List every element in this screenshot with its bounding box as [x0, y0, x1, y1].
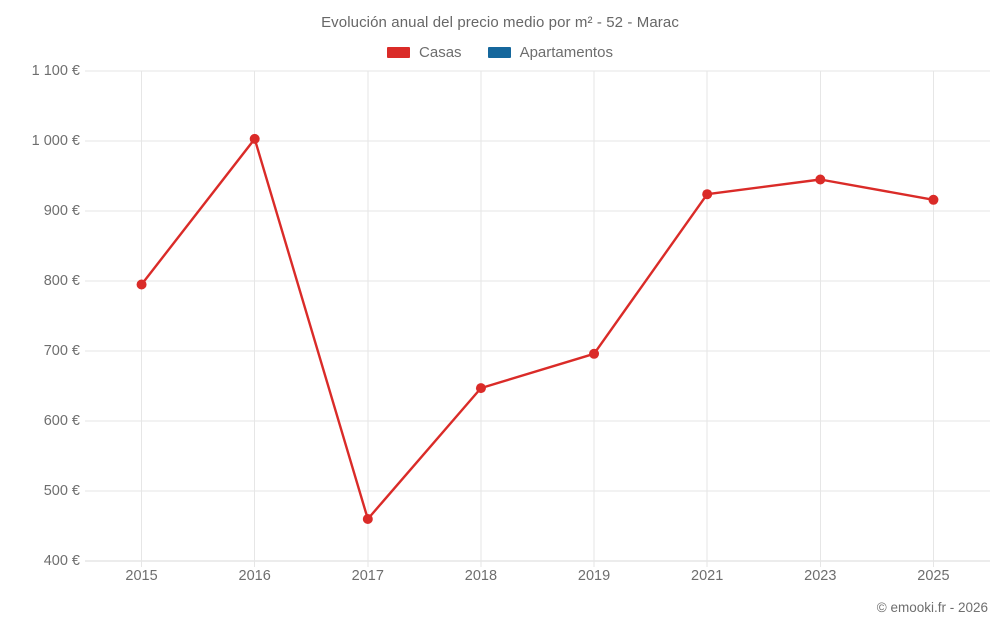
- data-point[interactable]: 2021: 924: [702, 189, 713, 200]
- x-tick-label: 2023: [804, 568, 837, 584]
- plot-area: 2015: 795 2016: 1003 2017: 460 2018: 647 201…: [85, 70, 990, 567]
- y-tick-label: 400 €: [43, 553, 80, 569]
- x-tick-label: 2021: [691, 568, 724, 584]
- data-point[interactable]: 2015: 795: [136, 279, 147, 290]
- x-tick-label: 2016: [238, 568, 271, 584]
- x-tick-label: 2025: [917, 568, 950, 584]
- y-tick-label: 800 €: [43, 273, 80, 289]
- y-tick-label: 1 100 €: [31, 63, 80, 79]
- x-tick-label: 2017: [351, 568, 384, 584]
- series-lines: [140, 137, 935, 521]
- x-tick-label: 2019: [577, 568, 611, 584]
- grid-lines: [85, 70, 990, 567]
- series-points: 2015: 795 2016: 1003 2017: 460 2018: 647 201…: [136, 133, 939, 524]
- y-tick-label: 500 €: [43, 483, 80, 499]
- legend-label-casas: Casas: [419, 44, 462, 61]
- data-point[interactable]: 2018: 647: [475, 383, 486, 394]
- chart-legend: Casas Apartamentos: [0, 44, 1000, 61]
- y-tick-label: 600 €: [43, 413, 80, 429]
- plot-svg: 2015: 795 2016: 1003 2017: 460 2018: 647 201…: [85, 70, 990, 567]
- legend-label-apartamentos: Apartamentos: [519, 44, 613, 61]
- x-tick-label: 2018: [464, 568, 498, 584]
- x-tick-label: 2015: [125, 568, 158, 584]
- legend-item-casas[interactable]: Casas: [387, 44, 462, 61]
- data-point[interactable]: 2017: 460: [362, 514, 373, 524]
- legend-item-apartamentos[interactable]: Apartamentos: [487, 44, 613, 61]
- legend-swatch-casas: [387, 47, 411, 58]
- chart-credit: © emooki.fr - 2026: [876, 600, 988, 615]
- data-point[interactable]: 2016: 1003: [249, 133, 260, 144]
- y-axis: 1 100 € 1 000 € 900 € 800 € 700 € 600 € 500 € 4…: [0, 0, 80, 625]
- y-tick-label: 1 000 €: [31, 133, 80, 149]
- data-point[interactable]: 2019: 696: [589, 348, 600, 359]
- data-point[interactable]: 2025: 916: [928, 194, 939, 205]
- series-line-casas: [140, 137, 935, 521]
- legend-swatch-apartamentos: [487, 47, 511, 58]
- data-point[interactable]: 2023: 945: [815, 174, 826, 185]
- y-tick-label: 900 €: [43, 203, 80, 219]
- chart-title: Evolución anual del precio medio por m² …: [321, 14, 679, 31]
- y-tick-label: 700 €: [43, 343, 80, 359]
